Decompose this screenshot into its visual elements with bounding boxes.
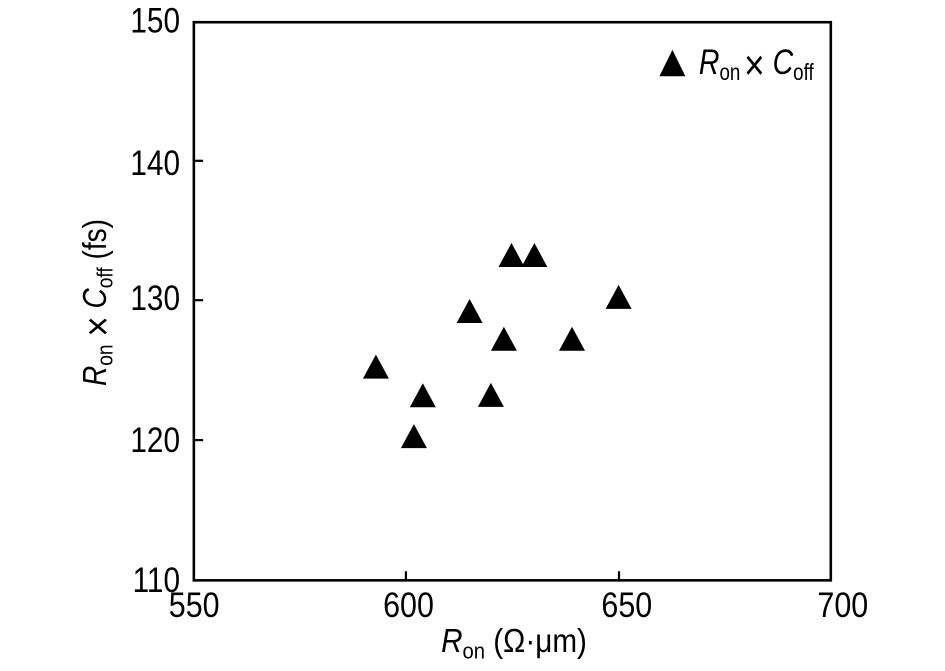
svg-text:Ron × Coff: Ron × Coff <box>699 41 814 89</box>
svg-text:130: 130 <box>130 279 180 318</box>
svg-text:550: 550 <box>169 585 220 624</box>
svg-text:110: 110 <box>133 561 180 600</box>
svg-text:600: 600 <box>383 585 434 624</box>
svg-text:700: 700 <box>817 585 868 624</box>
svg-text:120: 120 <box>130 421 180 460</box>
svg-text:Ron (Ω·μm): Ron (Ω·μm) <box>441 622 587 663</box>
svg-text:650: 650 <box>601 585 652 624</box>
svg-text:150: 150 <box>130 1 180 40</box>
svg-text:140: 140 <box>130 144 180 183</box>
svg-text:Ron × Coff (fs): Ron × Coff (fs) <box>76 219 121 386</box>
